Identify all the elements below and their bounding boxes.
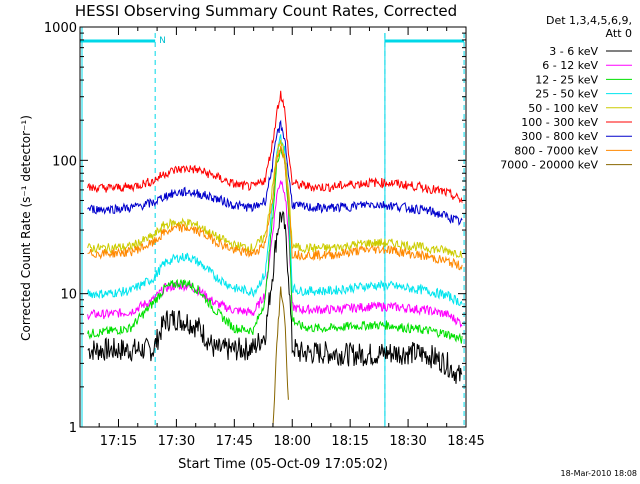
legend-label-7: 800 - 7000 keV	[514, 144, 598, 157]
series-line-8-0	[272, 286, 289, 428]
x-tick-label-3: 18:00	[274, 434, 311, 449]
night-flag-label: N	[159, 36, 166, 46]
series-line-7-0	[87, 145, 463, 271]
chart-title: HESSI Observing Summary Count Rates, Cor…	[75, 2, 457, 20]
series-line-4-0	[87, 139, 463, 259]
series-line-6-0	[87, 119, 463, 226]
y-tick-label-2: 100	[52, 154, 77, 169]
y-axis-label: Corrected Count Rate (s⁻¹ detector⁻¹)	[19, 115, 33, 341]
series-line-1-0	[87, 180, 463, 328]
x-tick-label-1: 17:30	[158, 434, 195, 449]
plot-layer: N	[80, 27, 465, 428]
legend-label-1: 6 - 12 keV	[542, 59, 598, 72]
legend-label-5: 100 - 300 keV	[521, 116, 598, 129]
x-tick-label-6: 18:45	[447, 434, 484, 449]
y-tick-label-3: 1000	[44, 21, 77, 36]
x-tick-label-4: 18:15	[331, 434, 368, 449]
legend-label-3: 25 - 50 keV	[535, 88, 598, 101]
legend-label-0: 3 - 6 keV	[549, 45, 598, 58]
plot-frame	[79, 26, 467, 428]
detector-header-line1: Det 1,3,4,5,6,9,	[546, 14, 632, 27]
y-tick-label-1: 10	[60, 288, 77, 303]
x-axis-label: Start Time (05-Oct-09 17:05:02)	[178, 457, 388, 472]
series-line-3-0	[87, 134, 463, 307]
series-line-2-0	[87, 147, 463, 344]
x-tick-label-2: 17:45	[216, 434, 253, 449]
legend-label-6: 300 - 800 keV	[521, 130, 598, 143]
series-line-5-0	[87, 90, 463, 204]
axes-layer: 1 10 100 1000 17:15 17:30 17:45 18:00 18:15 18:30…	[44, 21, 485, 449]
legend-label-2: 12 - 25 keV	[535, 73, 598, 86]
x-tick-label-5: 18:30	[389, 434, 426, 449]
legend-label-4: 50 - 100 keV	[528, 102, 598, 115]
legend-label-8: 7000 - 20000 keV	[500, 159, 598, 172]
footer-timestamp: 18-Mar-2010 18:08	[561, 469, 638, 478]
x-tick-label-0: 17:15	[100, 434, 137, 449]
detector-header-line2: Att 0	[606, 27, 632, 40]
series-line-0-0	[87, 210, 463, 384]
y-tick-label-0: 1	[69, 421, 77, 436]
